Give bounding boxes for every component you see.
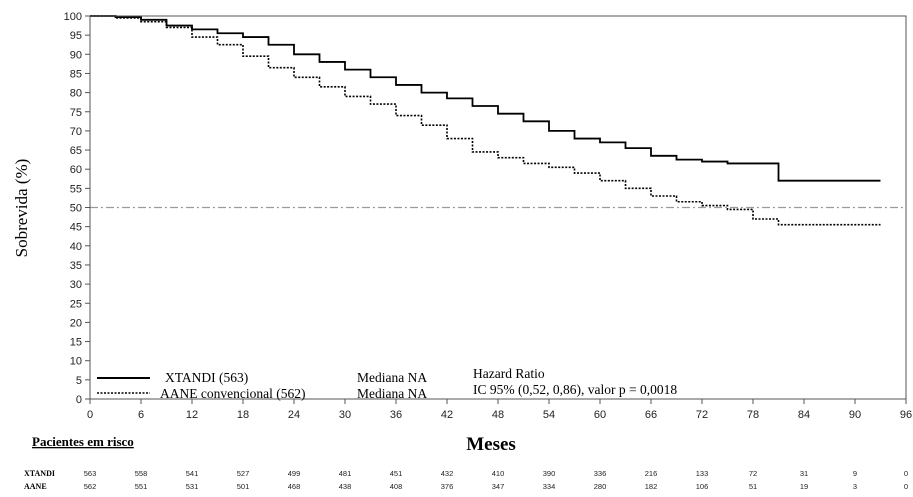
y-tick-label: 5 [76,375,82,387]
x-tick-label: 42 [441,409,453,421]
y-tick-label: 55 [70,183,82,195]
risk-row-name: XTANDI [24,469,55,478]
risk-value: 562 [84,482,97,491]
y-tick-label: 50 [70,203,82,215]
risk-value: 410 [492,469,505,478]
risk-value: 31 [800,469,808,478]
y-tick-label: 25 [70,298,82,310]
y-tick-label: 10 [70,356,82,368]
risk-value: 527 [237,469,250,478]
risk-value: 376 [441,482,454,491]
x-tick-label: 48 [492,409,504,421]
risk-value: 501 [237,482,250,491]
risk-value: 541 [186,469,199,478]
risk-value: 558 [135,469,148,478]
x-tick-label: 0 [87,409,93,421]
risk-value: 182 [645,482,658,491]
risk-value: 0 [904,482,908,491]
x-tick-label: 84 [798,409,810,421]
risk-table-title: Pacientes em risco [32,434,134,449]
series-aane-line [90,15,881,226]
risk-value: 3 [853,482,857,491]
hazard-title: Hazard Ratio [473,366,545,381]
plot-frame [89,15,907,400]
x-tick-label: 30 [339,409,351,421]
x-tick-label: 78 [747,409,759,421]
x-tick-label: 24 [288,409,300,421]
risk-value: 468 [288,482,301,491]
risk-value: 499 [288,469,301,478]
x-axis-ticks: 0 6 12 18 24 30 36 42 48 54 60 66 72 78 84 90 96 [87,399,912,421]
risk-value: 408 [390,482,403,491]
risk-value: 280 [594,482,607,491]
survival-curves [90,15,881,226]
risk-value: 481 [339,469,352,478]
y-axis-label: Sobrevida (%) [12,159,31,258]
risk-value: 551 [135,482,148,491]
x-tick-label: 72 [696,409,708,421]
median-label-aane: Mediana NA [357,386,427,401]
risk-row-name: AANE [24,482,47,491]
y-tick-label: 95 [70,30,82,42]
series-xtandi-line [90,15,881,182]
y-tick-label: 0 [76,394,82,406]
risk-value: 72 [749,469,757,478]
x-tick-label: 12 [186,409,198,421]
y-tick-label: 60 [70,164,82,176]
y-tick-label: 20 [70,317,82,329]
y-tick-label: 80 [70,88,82,100]
risk-value: 19 [800,482,808,491]
y-tick-label: 35 [70,260,82,272]
risk-value: 438 [339,482,352,491]
y-tick-label: 65 [70,145,82,157]
risk-value: 451 [390,469,403,478]
risk-value: 133 [696,469,709,478]
x-axis-label: Meses [466,434,516,455]
risk-value: 563 [84,469,97,478]
legend-label-aane: AANE convencional (562) [160,386,305,401]
x-tick-label: 54 [543,409,555,421]
risk-value: 51 [749,482,757,491]
risk-value: 347 [492,482,505,491]
risk-table: XTANDI 563 558 541 527 499 481 451 432 410 390 336 2… [24,469,908,491]
risk-value: 9 [853,469,857,478]
y-tick-label: 15 [70,337,82,349]
y-axis-ticks: 0 5 10 15 20 25 30 35 40 45 50 55 60 65 70 75 80 85 90 95 10… [64,11,90,406]
median-label-xtandi: Mediana NA [357,370,427,385]
risk-value: 531 [186,482,199,491]
risk-value: 0 [904,469,908,478]
y-tick-label: 85 [70,68,82,80]
y-tick-label: 30 [70,279,82,291]
y-tick-label: 70 [70,126,82,138]
y-tick-label: 40 [70,241,82,253]
y-tick-label: 75 [70,107,82,119]
x-tick-label: 66 [645,409,657,421]
x-tick-label: 60 [594,409,606,421]
risk-value: 390 [543,469,556,478]
hazard-ci: IC 95% (0,52, 0,86), valor p = 0,0018 [473,382,677,397]
x-tick-label: 90 [849,409,861,421]
risk-value: 432 [441,469,454,478]
x-tick-label: 36 [390,409,402,421]
risk-value: 106 [696,482,709,491]
y-tick-label: 45 [70,222,82,234]
risk-value: 336 [594,469,607,478]
y-tick-label: 90 [70,49,82,61]
risk-value: 334 [543,482,556,491]
y-tick-label: 100 [64,11,82,23]
legend: XTANDI (563) AANE convencional (562) [97,370,305,401]
x-tick-label: 6 [138,409,144,421]
x-tick-label: 18 [237,409,249,421]
risk-value: 216 [645,469,658,478]
legend-label-xtandi: XTANDI (563) [165,370,248,385]
x-tick-label: 96 [900,409,912,421]
